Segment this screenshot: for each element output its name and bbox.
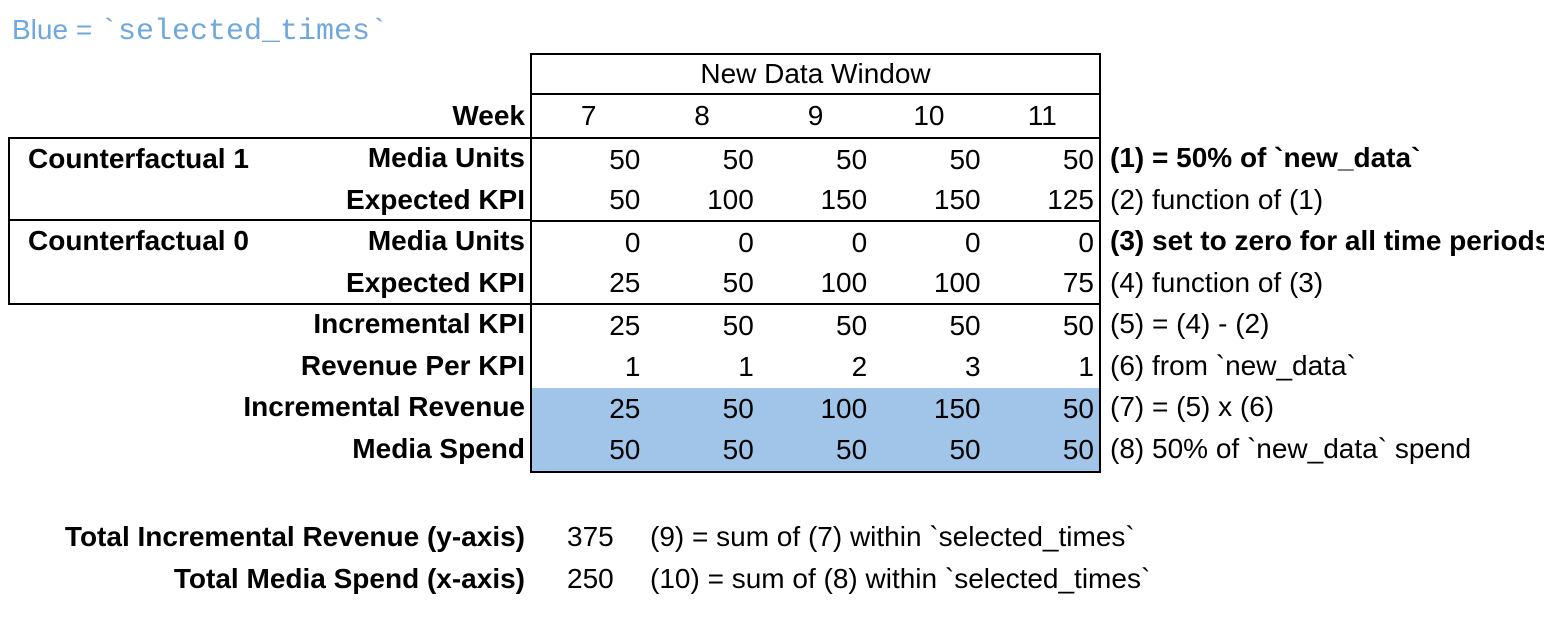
row-label: Incremental Revenue (243, 391, 525, 422)
row-label: Media Spend (352, 433, 525, 464)
data-cell: 1 (624, 351, 641, 383)
data-cell: 0 (1078, 226, 1094, 258)
counterfactual-0-label: Counterfactual 0 (28, 225, 249, 256)
week-value: 7 (580, 100, 597, 131)
data-cell-selected: 50 (985, 429, 1099, 471)
data-cell: 0 (624, 226, 641, 258)
data-cell-selected: 50 (758, 429, 873, 471)
week-number-row: 7 8 9 10 11 (530, 95, 1101, 137)
legend-note: Blue = `selected_times` (12, 13, 388, 49)
data-cell-selected: 25 (532, 388, 646, 430)
row-annotation: (4) function of (3) (1110, 267, 1324, 298)
data-cell: 100 (758, 264, 873, 305)
counterfactual-0-box: Counterfactual 0 (8, 219, 532, 305)
data-grid: 50 50 50 50 50 50 100 150 150 125 0 0 0 … (530, 137, 1101, 473)
data-cell: 50 (532, 181, 646, 222)
row-annotation: (8) 50% of `new_data` spend (1110, 433, 1472, 464)
row-label: Media Units (367, 142, 525, 173)
data-cell: 150 (758, 181, 873, 222)
row-annotation: (6) from `new_data` (1110, 350, 1356, 381)
week-value: 8 (694, 100, 710, 131)
legend-note-prefix: Blue = (12, 14, 100, 45)
data-cell: 50 (836, 143, 868, 175)
data-cell: 50 (645, 264, 759, 305)
data-cell-selected: 50 (532, 429, 646, 471)
total-media-spend-label: Total Media Spend (x-axis) (173, 563, 525, 594)
data-cell: 50 (836, 309, 868, 341)
data-cell: 0 (738, 226, 754, 258)
new-data-window-header: New Data Window (530, 53, 1101, 95)
data-cell-selected: 50 (872, 429, 986, 471)
week-value: 11 (1027, 100, 1057, 131)
data-cell: 100 (872, 264, 986, 305)
data-cell: 50 (722, 143, 754, 175)
week-value: 9 (807, 100, 824, 131)
row-label: Expected KPI (346, 184, 525, 215)
row-label: Incremental KPI (313, 308, 525, 339)
week-label: Week (452, 100, 525, 131)
data-cell: 50 (609, 143, 641, 175)
data-cell: 25 (609, 309, 641, 341)
total-media-spend-annotation: (10) = sum of (8) within `selected_times… (650, 563, 1151, 594)
data-cell: 150 (872, 181, 986, 222)
row-annotation: (7) = (5) x (6) (1110, 391, 1275, 422)
data-cell-selected: 150 (872, 388, 986, 430)
row-annotation: (1) = 50% of `new_data` (1110, 142, 1421, 173)
row-label: Expected KPI (346, 267, 525, 298)
week-value: 10 (913, 100, 945, 131)
data-cell: 50 (949, 309, 981, 341)
row-label: Media Units (367, 225, 525, 256)
data-cell: 1 (1078, 351, 1094, 383)
total-media-spend-value: 250 (567, 563, 614, 594)
data-cell: 100 (645, 181, 759, 222)
row-label: Revenue Per KPI (300, 350, 525, 381)
data-cell-selected: 50 (645, 429, 759, 471)
data-cell: 3 (965, 351, 981, 383)
data-cell: 2 (851, 351, 868, 383)
total-incremental-revenue-value: 375 (567, 521, 614, 552)
row-annotation: (3) set to zero for all time periods (1110, 225, 1544, 256)
selected-times-code: `selected_times` (99, 15, 388, 49)
data-cell-selected: 50 (985, 388, 1099, 430)
data-cell: 1 (738, 351, 754, 383)
total-incremental-revenue-label: Total Incremental Revenue (y-axis) (64, 521, 525, 552)
data-cell: 50 (1062, 309, 1094, 341)
data-cell: 0 (965, 226, 981, 258)
data-cell: 25 (532, 264, 646, 305)
total-incremental-revenue-annotation: (9) = sum of (7) within `selected_times` (650, 521, 1135, 552)
row-annotation: (5) = (4) - (2) (1110, 308, 1270, 339)
data-cell: 75 (985, 264, 1099, 305)
data-cell: 125 (985, 181, 1099, 222)
row-annotation: (2) function of (1) (1110, 184, 1324, 215)
data-cell: 50 (949, 143, 981, 175)
data-cell-selected: 50 (645, 388, 759, 430)
counterfactual-1-label: Counterfactual 1 (28, 143, 249, 174)
data-cell: 50 (722, 309, 754, 341)
data-cell-selected: 100 (758, 388, 873, 430)
data-cell: 50 (1062, 143, 1094, 175)
data-cell: 0 (851, 226, 868, 258)
